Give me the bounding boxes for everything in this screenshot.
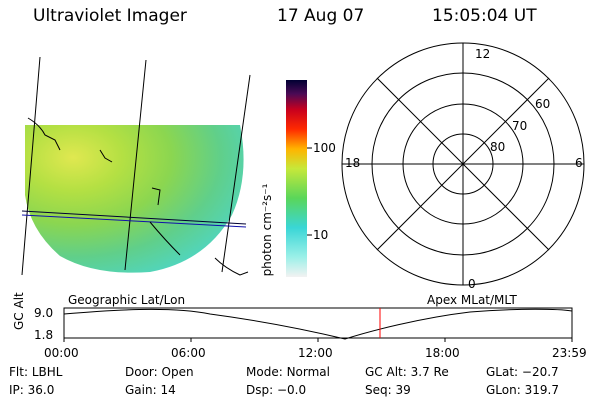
status-mode: Mode: Normal xyxy=(246,365,330,379)
orbit-ytick-max: 9.0 xyxy=(34,306,54,320)
longitude-lines xyxy=(21,56,251,276)
status-ip: IP: 36.0 xyxy=(9,383,55,397)
status-glat: GLat: −20.7 xyxy=(486,365,559,379)
instrument-title: Ultraviolet Imager xyxy=(33,6,187,26)
colorbar-tick-10: 10 xyxy=(313,228,329,242)
status-glon: GLon: 319.7 xyxy=(486,383,559,397)
polar-diagonal-2 xyxy=(376,77,550,251)
latitude-line xyxy=(21,210,247,225)
orbit-xtick-2359: 23:59 xyxy=(552,346,587,360)
mlt-label-12: 12 xyxy=(475,47,491,61)
orbit-xtick-1200: 12:00 xyxy=(298,346,333,360)
status-gain: Gain: 14 xyxy=(125,383,176,397)
orbit-xtick-0600: 06:00 xyxy=(171,346,206,360)
orbit-track xyxy=(21,214,247,228)
coastlines xyxy=(27,117,249,276)
colorbar-tick-100: 100 xyxy=(313,141,336,155)
status-door: Door: Open xyxy=(125,365,194,379)
lat-label-70: 70 xyxy=(512,119,528,133)
status-seq: Seq: 39 xyxy=(365,383,411,397)
status-dsp: Dsp: −0.0 xyxy=(246,383,307,397)
status-gc-alt: GC Alt: 3.7 Re xyxy=(365,365,449,379)
mlt-label-0: 0 xyxy=(468,277,476,291)
orbit-xtick-1800: 18:00 xyxy=(425,346,460,360)
lat-label-60: 60 xyxy=(535,97,551,111)
orbit-x-ticks xyxy=(63,338,573,342)
status-filter: Flt: LBHL xyxy=(9,365,63,379)
orbit-plot-frame xyxy=(63,307,573,339)
orbit-altitude-curve xyxy=(63,308,573,340)
mlt-label-6: 6 xyxy=(575,156,583,170)
mlt-label-18: 18 xyxy=(345,156,361,170)
orbit-right-caption: Apex MLat/MLT xyxy=(427,293,517,307)
orbit-ytick-min: 1.8 xyxy=(34,328,54,342)
orbit-xtick-0000: 00:00 xyxy=(44,346,79,360)
time-label: 15:05:04 UT xyxy=(432,6,537,26)
lat-label-80: 80 xyxy=(490,140,506,154)
orbit-left-caption: Geographic Lat/Lon xyxy=(68,293,186,307)
date-label: 17 Aug 07 xyxy=(277,6,365,26)
auroral-image xyxy=(25,125,244,273)
colorbar-scale xyxy=(286,80,307,277)
